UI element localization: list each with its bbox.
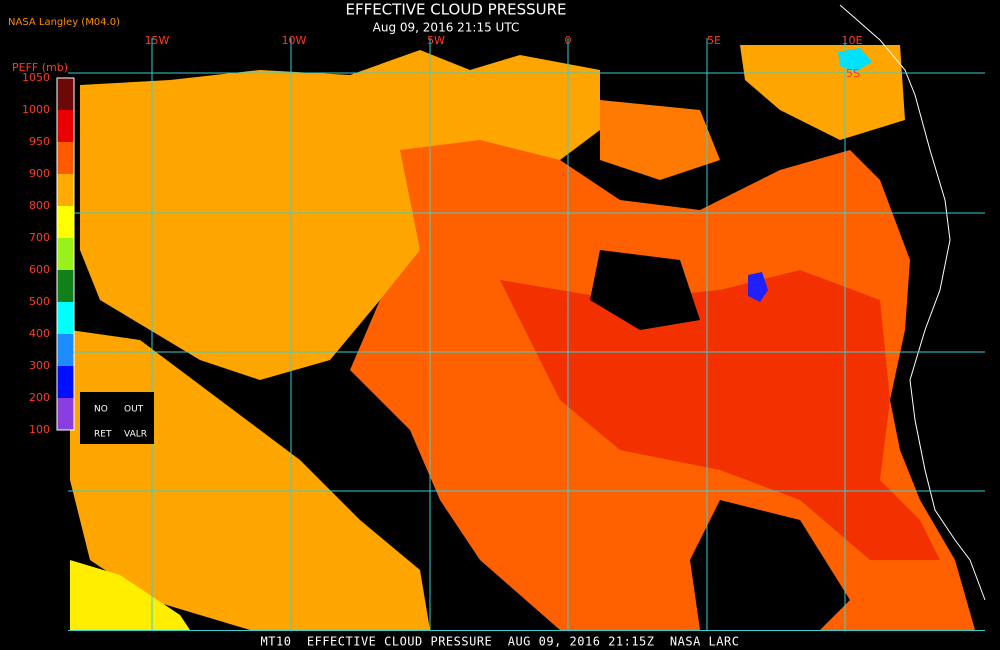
colorbar-title: PEFF (mb) xyxy=(12,61,68,74)
colorbar-band xyxy=(57,142,74,174)
cloud-yellow-patch xyxy=(70,560,190,630)
latitude-label: 5S xyxy=(846,67,860,80)
cloud-blue-spot xyxy=(748,272,768,302)
longitude-label: 5E xyxy=(707,34,721,47)
colorbar-tick-label: 600 xyxy=(29,263,50,276)
colorbar-tick-label: 500 xyxy=(29,295,50,308)
clear-gap xyxy=(690,500,850,630)
longitude-label: 5W xyxy=(427,34,445,47)
longitude-label: 0 xyxy=(565,34,572,47)
colorbar-band xyxy=(57,334,74,366)
cloud-field xyxy=(70,45,975,630)
source-label: NASA Langley (M04.0) xyxy=(8,17,120,28)
cloud-orange xyxy=(70,330,430,630)
longitude-label: 10W xyxy=(282,34,307,47)
colorbar-tick-label: 800 xyxy=(29,199,50,212)
colorbar-tick-label: 950 xyxy=(29,135,50,148)
legend-no: NO xyxy=(94,405,108,415)
subtitle: Aug 09, 2016 21:15 UTC xyxy=(373,21,520,35)
colorbar-tick-label: 100 xyxy=(29,423,50,436)
footer: MT10 EFFECTIVE CLOUD PRESSURE AUG 09, 20… xyxy=(261,635,740,649)
colorbar-tick-label: 1050 xyxy=(22,71,50,84)
legend-valr: VALR xyxy=(124,430,147,440)
colorbar-tick-label: 1000 xyxy=(22,103,50,116)
colorbar-tick-label: 300 xyxy=(29,359,50,372)
cloud-cyan-spot xyxy=(838,48,872,72)
cloud-orange xyxy=(740,45,905,140)
colorbar-band xyxy=(57,206,74,238)
colorbar-band xyxy=(57,302,74,334)
cloud-red xyxy=(500,270,940,560)
colorbar-tick-label: 700 xyxy=(29,231,50,244)
legend-ret: RET xyxy=(94,430,112,440)
colorbar-tick-label: 400 xyxy=(29,327,50,340)
cloud-orange xyxy=(80,50,600,380)
legend-background xyxy=(80,392,154,444)
clear-gap xyxy=(590,250,700,330)
map-border xyxy=(68,630,985,631)
colorbar-band xyxy=(57,110,74,142)
colorbar-band xyxy=(57,366,74,398)
colorbar-band xyxy=(57,398,74,430)
colorbar-tick-label: 900 xyxy=(29,167,50,180)
legend-box: NO OUT RET VALR xyxy=(80,392,154,444)
colorbar-frame xyxy=(56,77,75,431)
coastline xyxy=(839,4,986,601)
colorbar-band xyxy=(57,78,74,110)
longitude-label: 15W xyxy=(145,34,170,47)
colorbar-band xyxy=(57,174,74,206)
cloud-orange-patch xyxy=(600,100,720,180)
colorbar-tick-label: 200 xyxy=(29,391,50,404)
longitude-label: 10E xyxy=(842,34,863,47)
graticule xyxy=(68,38,985,630)
legend-out: OUT xyxy=(124,405,144,415)
colorbar: 1050 1000 950 900 800 700 600 500 400 300 200 100 xyxy=(22,71,75,436)
colorbar-band xyxy=(57,238,74,270)
title: EFFECTIVE CLOUD PRESSURE xyxy=(345,1,566,19)
colorbar-band xyxy=(57,270,74,302)
